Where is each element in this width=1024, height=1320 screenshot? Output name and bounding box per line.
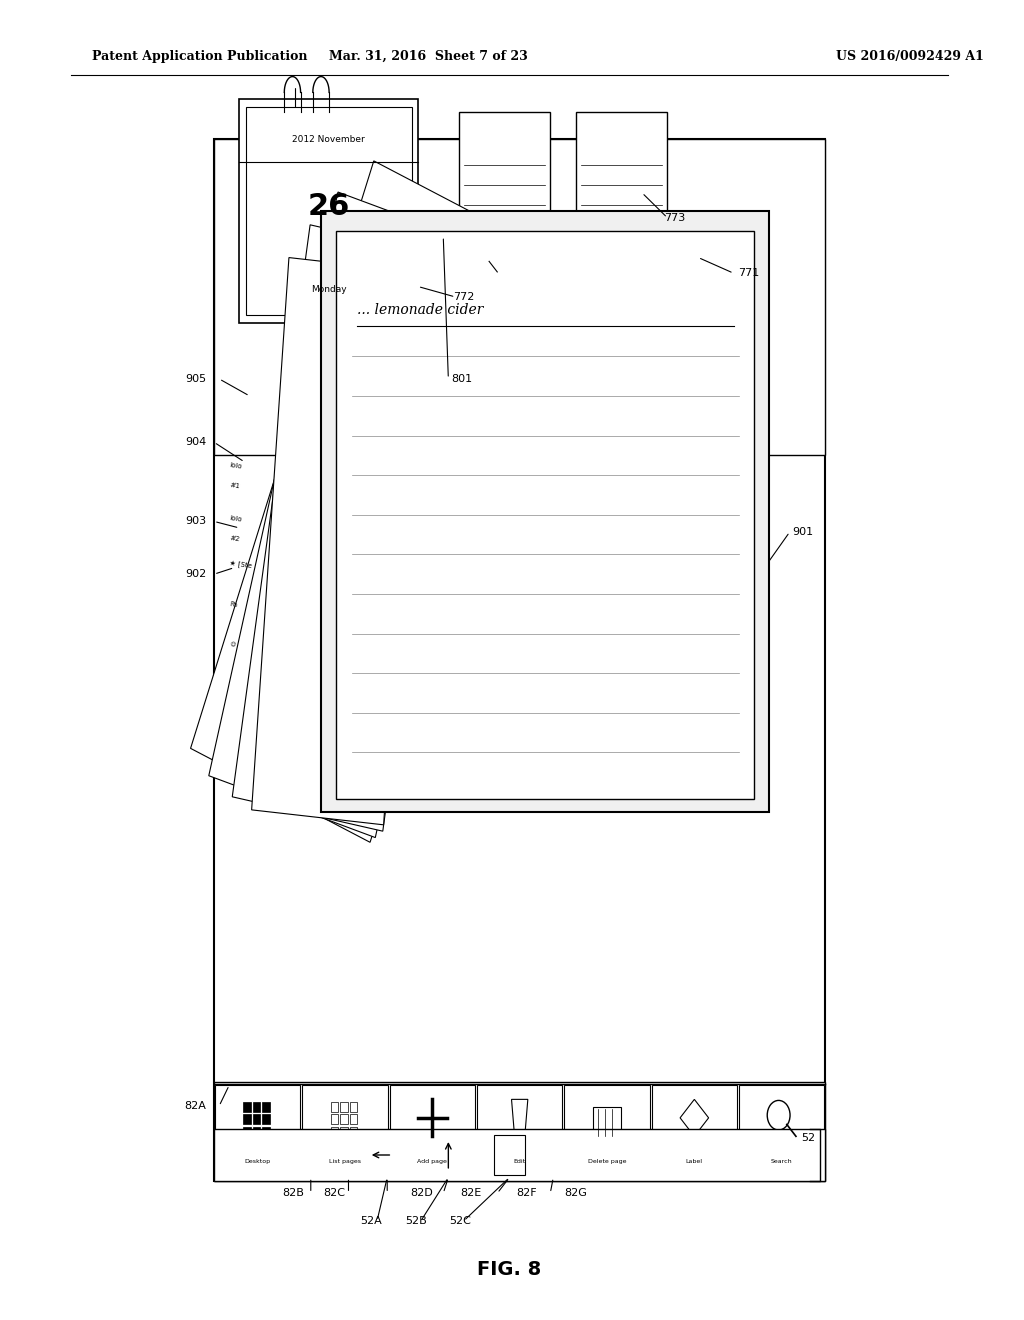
Bar xyxy=(302,1085,388,1179)
Bar xyxy=(477,1085,562,1179)
Bar xyxy=(593,1106,622,1137)
Bar xyxy=(262,1127,270,1137)
Bar xyxy=(340,1114,348,1125)
Bar xyxy=(244,1114,251,1125)
Text: 82G: 82G xyxy=(564,1188,587,1199)
Bar xyxy=(331,1102,338,1111)
Text: 801: 801 xyxy=(451,374,472,384)
Bar xyxy=(340,1102,348,1111)
Text: 904: 904 xyxy=(185,437,206,447)
Ellipse shape xyxy=(490,242,713,294)
Text: ... lemonade cider: ... lemonade cider xyxy=(356,304,483,317)
Bar xyxy=(575,112,668,244)
Bar xyxy=(321,211,769,812)
Polygon shape xyxy=(190,161,553,842)
Bar xyxy=(651,1085,737,1179)
Bar xyxy=(350,1102,357,1111)
Text: List pages: List pages xyxy=(329,1159,361,1164)
Text: Delete page: Delete page xyxy=(588,1159,627,1164)
Text: 772: 772 xyxy=(453,292,474,302)
Bar xyxy=(340,1127,348,1137)
Text: Pa: Pa xyxy=(229,601,238,609)
Text: Patent Application Publication: Patent Application Publication xyxy=(92,50,307,63)
Text: Mar. 31, 2016  Sheet 7 of 23: Mar. 31, 2016 Sheet 7 of 23 xyxy=(329,50,527,63)
Bar xyxy=(564,1085,649,1179)
Bar xyxy=(253,1127,260,1137)
Bar xyxy=(336,231,754,799)
Polygon shape xyxy=(209,191,505,838)
Text: #2: #2 xyxy=(229,535,241,543)
Bar xyxy=(214,1082,825,1181)
Text: lolo: lolo xyxy=(229,462,243,470)
Text: 52B: 52B xyxy=(404,1216,427,1226)
Bar xyxy=(214,139,825,455)
Bar xyxy=(350,1114,357,1125)
Text: US 2016/0092429 A1: US 2016/0092429 A1 xyxy=(836,50,983,63)
Text: 903: 903 xyxy=(185,516,206,527)
Bar xyxy=(240,99,418,323)
Text: 52C: 52C xyxy=(450,1216,471,1226)
Text: 773: 773 xyxy=(664,213,685,223)
Polygon shape xyxy=(232,224,461,832)
Bar xyxy=(253,1114,260,1125)
Bar xyxy=(244,1102,251,1111)
Bar xyxy=(350,1127,357,1137)
Text: Desktop: Desktop xyxy=(245,1159,270,1164)
Bar xyxy=(214,1129,825,1181)
Bar xyxy=(253,1102,260,1111)
Bar xyxy=(215,1085,300,1179)
Bar xyxy=(331,1127,338,1137)
Text: 82B: 82B xyxy=(283,1188,304,1199)
Text: #1: #1 xyxy=(229,482,241,490)
Text: ★ [Ste: ★ [Ste xyxy=(229,560,253,569)
Text: 82E: 82E xyxy=(460,1188,481,1199)
Text: 26: 26 xyxy=(307,193,350,222)
Text: 82D: 82D xyxy=(411,1188,433,1199)
Text: FIG. 8: FIG. 8 xyxy=(477,1261,542,1279)
Text: Search: Search xyxy=(771,1159,793,1164)
Text: 771: 771 xyxy=(738,268,760,279)
Text: Monday: Monday xyxy=(311,285,346,294)
Text: 82A: 82A xyxy=(184,1101,207,1111)
Bar xyxy=(262,1102,270,1111)
Bar xyxy=(459,112,550,244)
Text: lolo: lolo xyxy=(229,515,243,523)
Bar xyxy=(214,139,825,1181)
Bar xyxy=(739,1085,824,1179)
Bar xyxy=(390,1085,475,1179)
Text: Label: Label xyxy=(686,1159,702,1164)
Text: 902: 902 xyxy=(185,569,206,579)
Text: 82F: 82F xyxy=(516,1188,538,1199)
Bar xyxy=(495,1135,524,1175)
Bar xyxy=(262,1114,270,1125)
Text: 905: 905 xyxy=(185,374,206,384)
Text: 52A: 52A xyxy=(360,1216,382,1226)
Text: 901: 901 xyxy=(793,527,813,537)
Polygon shape xyxy=(252,257,421,825)
Bar xyxy=(246,107,412,315)
Text: 52: 52 xyxy=(801,1133,815,1143)
Bar xyxy=(331,1114,338,1125)
Text: Edit: Edit xyxy=(514,1159,525,1164)
Bar xyxy=(244,1127,251,1137)
Text: 2012 November: 2012 November xyxy=(292,135,365,144)
Text: 82C: 82C xyxy=(324,1188,345,1199)
Text: Add page: Add page xyxy=(418,1159,447,1164)
Text: ⊙: ⊙ xyxy=(229,642,236,648)
